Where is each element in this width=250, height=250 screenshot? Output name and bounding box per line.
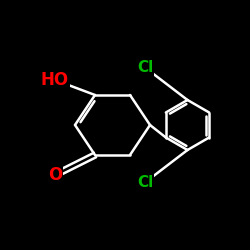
Text: Cl: Cl <box>137 175 153 190</box>
Text: HO: HO <box>41 71 69 89</box>
Text: O: O <box>48 166 62 184</box>
Text: Cl: Cl <box>137 60 153 75</box>
